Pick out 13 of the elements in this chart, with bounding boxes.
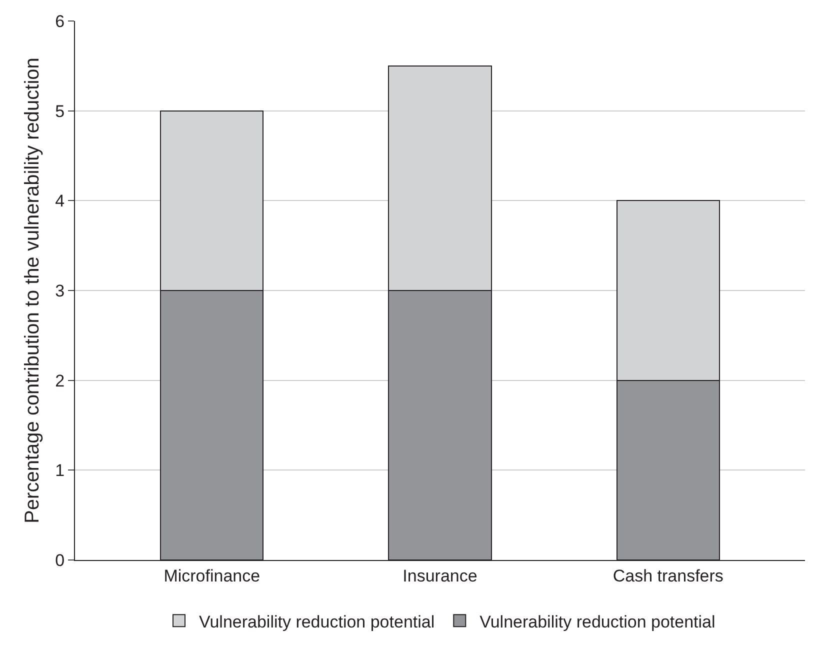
y-tick-label: 1 [55, 461, 65, 480]
y-tick-label: 2 [55, 371, 65, 390]
x-tick-label: Microfinance [164, 566, 260, 586]
y-tick-label: 4 [55, 192, 65, 211]
legend-label: Vulnerability reduction potential [480, 612, 716, 632]
legend-label: Vulnerability reduction potential [199, 612, 435, 632]
y-tick-label: 5 [55, 102, 65, 121]
x-tick-label: Cash transfers [612, 566, 724, 586]
y-tick-label: 0 [55, 550, 65, 570]
y-axis-title: Percentage contribution to the vulnerability reduction [22, 58, 44, 524]
y-tick-label: 6 [55, 12, 65, 31]
x-tick-label: Insurance [402, 566, 478, 586]
y-tick-label: 3 [55, 281, 65, 300]
